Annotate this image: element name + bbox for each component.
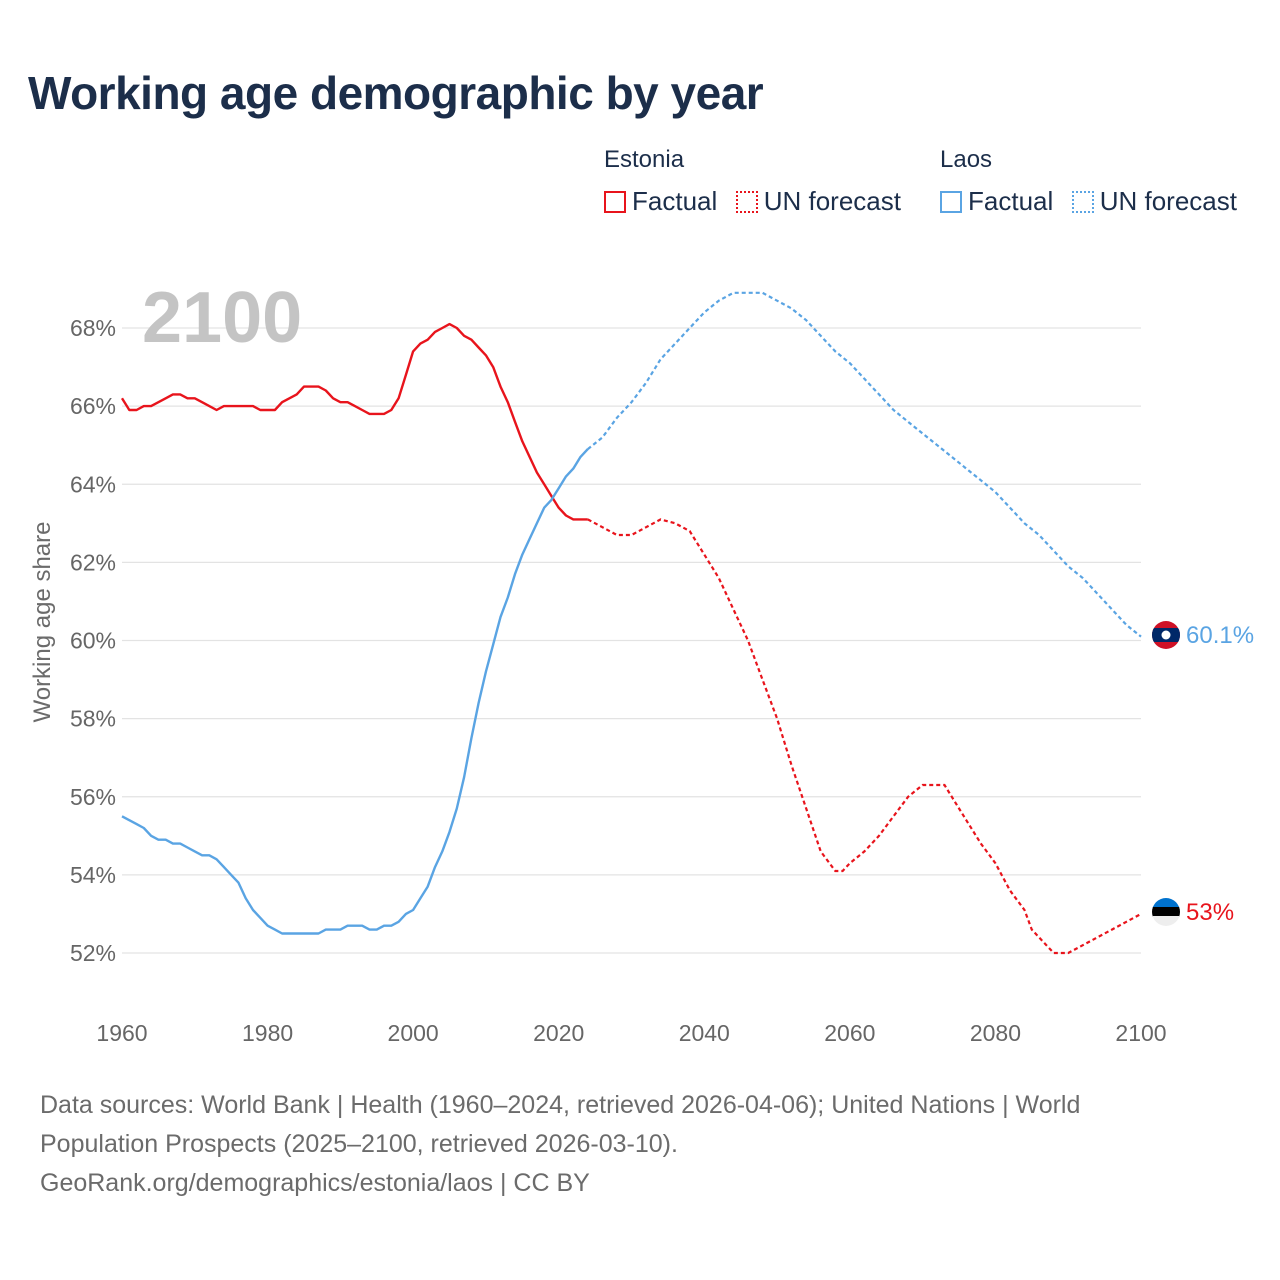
x-axis-ticks: 1960 1980 2000 2020 2040 2060 2080 2100 bbox=[96, 1020, 1166, 1046]
legend-label: UN forecast bbox=[763, 186, 901, 216]
legend-item-estonia-forecast[interactable]: UN forecast bbox=[735, 186, 901, 217]
legend-swatch-estonia-factual bbox=[604, 190, 626, 213]
y-tick-label: 64% bbox=[70, 471, 116, 497]
y-tick-label: 58% bbox=[70, 706, 116, 732]
y-tick-label: 52% bbox=[70, 940, 116, 966]
laos-flag-icon bbox=[1152, 621, 1180, 649]
gridlines bbox=[122, 327, 1141, 954]
year-display: 2100 bbox=[142, 278, 302, 358]
y-tick-label: 62% bbox=[70, 549, 116, 575]
laos-end-label: 60.1% bbox=[1186, 622, 1254, 649]
legend-group-label: Laos bbox=[940, 146, 993, 173]
y-tick-label: 60% bbox=[70, 628, 116, 654]
x-tick-label: 2080 bbox=[970, 1020, 1021, 1046]
estonia-flag-icon bbox=[1152, 898, 1180, 926]
footer-line: Population Prospects (2025–2100, retriev… bbox=[40, 1130, 678, 1158]
y-axis-label: Working age share bbox=[29, 522, 56, 723]
legend-group-laos: Laos Factual UN forecast bbox=[940, 146, 1251, 218]
series-lines bbox=[120, 291, 1142, 955]
y-tick-label: 56% bbox=[70, 784, 116, 810]
legend-swatch-estonia-forecast bbox=[735, 190, 758, 213]
laos-factual-line[interactable] bbox=[121, 448, 589, 935]
y-axis-ticks: 52% 54% 56% 58% 60% 62% 64% 66% 68% bbox=[70, 315, 116, 966]
legend-label: Factual bbox=[632, 186, 718, 216]
x-tick-label: 2060 bbox=[824, 1020, 875, 1046]
legend-group-label: Estonia bbox=[604, 146, 685, 173]
legend-item-laos-forecast[interactable]: UN forecast bbox=[1071, 186, 1237, 217]
legend-group-estonia: Estonia Factual UN forecast bbox=[604, 146, 915, 218]
y-tick-label: 66% bbox=[70, 393, 116, 419]
estonia-factual-line[interactable] bbox=[120, 322, 588, 521]
estonia-forecast-line[interactable] bbox=[587, 518, 1142, 955]
legend-label: Factual bbox=[968, 186, 1054, 216]
footer-line: GeoRank.org/demographics/estonia/laos | … bbox=[40, 1169, 590, 1197]
legend-swatch-laos-forecast bbox=[1071, 190, 1094, 213]
y-tick-label: 54% bbox=[70, 862, 116, 888]
x-tick-label: 2020 bbox=[533, 1020, 584, 1046]
legend-label: UN forecast bbox=[1099, 186, 1237, 216]
legend-swatch-laos-factual bbox=[940, 190, 962, 213]
x-tick-label: 2000 bbox=[388, 1020, 439, 1046]
x-tick-label: 1980 bbox=[242, 1020, 293, 1046]
chart-title: Working age demographic by year bbox=[28, 67, 764, 119]
y-tick-label: 68% bbox=[70, 315, 116, 341]
x-tick-label: 1960 bbox=[96, 1020, 147, 1046]
legend-item-laos-factual[interactable]: Factual bbox=[940, 186, 1053, 217]
line-chart: 2100 52% 54% 56% 58% 60% 62% 64% 66% 68% 1960 198… bbox=[29, 278, 1254, 1046]
laos-forecast-line[interactable] bbox=[587, 291, 1142, 638]
footer-line: Data sources: World Bank | Health (1960–… bbox=[40, 1091, 1081, 1119]
estonia-end-label: 53% bbox=[1186, 899, 1234, 926]
x-tick-label: 2040 bbox=[679, 1020, 730, 1046]
legend-item-estonia-factual[interactable]: Factual bbox=[604, 186, 717, 217]
x-tick-label: 2100 bbox=[1115, 1020, 1166, 1046]
footer-sources: Data sources: World Bank | Health (1960–… bbox=[40, 1086, 1220, 1203]
